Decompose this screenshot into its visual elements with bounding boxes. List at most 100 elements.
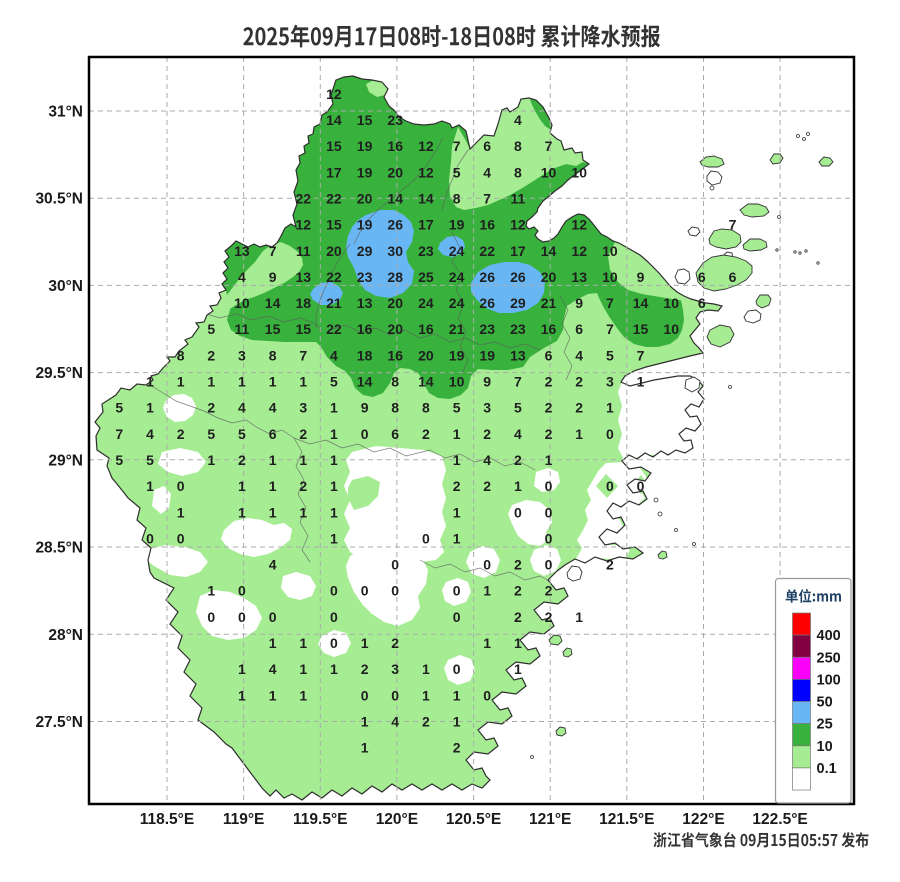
svg-text:20: 20 <box>357 191 373 207</box>
svg-text:25: 25 <box>817 717 833 733</box>
svg-text:0: 0 <box>330 609 338 625</box>
svg-text:1: 1 <box>422 687 430 703</box>
svg-text:1: 1 <box>269 504 277 520</box>
svg-text:7: 7 <box>299 347 307 363</box>
svg-text:2: 2 <box>545 400 553 416</box>
svg-text:21: 21 <box>326 295 342 311</box>
svg-text:10: 10 <box>571 164 587 180</box>
svg-text:10: 10 <box>663 321 679 337</box>
svg-text:1: 1 <box>238 687 246 703</box>
svg-text:0: 0 <box>391 687 399 703</box>
svg-text:1: 1 <box>269 687 277 703</box>
svg-text:30°N: 30°N <box>48 278 83 295</box>
svg-text:10: 10 <box>817 739 833 755</box>
svg-text:12: 12 <box>326 86 342 102</box>
svg-text:0: 0 <box>330 583 338 599</box>
svg-text:1: 1 <box>330 426 338 442</box>
svg-text:120°E: 120°E <box>376 811 418 828</box>
svg-text:20: 20 <box>387 295 403 311</box>
svg-text:6: 6 <box>391 426 399 442</box>
svg-text:2: 2 <box>514 557 522 573</box>
svg-text:15: 15 <box>326 138 342 154</box>
svg-text:14: 14 <box>357 374 373 390</box>
svg-text:19: 19 <box>449 217 465 233</box>
svg-text:1: 1 <box>330 478 338 494</box>
svg-text:0: 0 <box>422 530 430 546</box>
svg-text:3: 3 <box>238 347 246 363</box>
svg-text:9: 9 <box>483 374 491 390</box>
svg-text:6: 6 <box>698 269 706 285</box>
svg-text:4: 4 <box>238 269 246 285</box>
svg-text:400: 400 <box>817 628 841 644</box>
svg-text:16: 16 <box>387 138 403 154</box>
svg-text:7: 7 <box>606 321 614 337</box>
svg-text:1: 1 <box>361 740 369 756</box>
svg-text:0: 0 <box>146 530 154 546</box>
svg-text:14: 14 <box>265 295 281 311</box>
svg-text:29°N: 29°N <box>48 452 83 469</box>
svg-text:2: 2 <box>514 583 522 599</box>
svg-text:1: 1 <box>514 635 522 651</box>
svg-text:2: 2 <box>238 452 246 468</box>
svg-text:22: 22 <box>479 243 495 259</box>
svg-text:8: 8 <box>177 347 185 363</box>
svg-text:19: 19 <box>449 347 465 363</box>
svg-text:2: 2 <box>207 347 215 363</box>
svg-text:8: 8 <box>514 164 522 180</box>
svg-text:0: 0 <box>545 557 553 573</box>
svg-text:10: 10 <box>602 243 618 259</box>
svg-text:1: 1 <box>453 714 461 730</box>
svg-text:4: 4 <box>514 426 522 442</box>
svg-text:7: 7 <box>545 138 553 154</box>
svg-text:30: 30 <box>387 243 403 259</box>
svg-text:4: 4 <box>514 112 522 128</box>
svg-text:1: 1 <box>453 504 461 520</box>
svg-text:26: 26 <box>479 295 495 311</box>
svg-text:1: 1 <box>269 374 277 390</box>
svg-text:122.5°E: 122.5°E <box>752 811 807 828</box>
svg-text:0: 0 <box>177 478 185 494</box>
svg-text:0: 0 <box>453 583 461 599</box>
svg-text:22: 22 <box>326 321 342 337</box>
svg-text:2: 2 <box>299 478 307 494</box>
svg-text:1: 1 <box>177 374 185 390</box>
svg-text:1: 1 <box>330 530 338 546</box>
svg-text:2: 2 <box>545 426 553 442</box>
svg-text:5: 5 <box>330 374 338 390</box>
svg-text:16: 16 <box>387 347 403 363</box>
svg-text:13: 13 <box>510 347 526 363</box>
svg-text:1: 1 <box>422 661 430 677</box>
svg-text:2: 2 <box>514 609 522 625</box>
svg-text:7: 7 <box>115 426 123 442</box>
svg-text:23: 23 <box>357 269 373 285</box>
svg-text:1: 1 <box>299 687 307 703</box>
svg-text:1: 1 <box>514 478 522 494</box>
svg-text:119°E: 119°E <box>223 811 265 828</box>
svg-text:2: 2 <box>391 635 399 651</box>
svg-text:2: 2 <box>545 609 553 625</box>
svg-text:15: 15 <box>357 112 373 128</box>
svg-text:1: 1 <box>238 661 246 677</box>
svg-text:6: 6 <box>729 269 737 285</box>
svg-text:3: 3 <box>391 661 399 677</box>
svg-text:0: 0 <box>238 609 246 625</box>
svg-text:20: 20 <box>326 243 342 259</box>
svg-text:1: 1 <box>177 504 185 520</box>
svg-text:9: 9 <box>269 269 277 285</box>
svg-text:27.5°N: 27.5°N <box>35 714 83 731</box>
svg-text:2: 2 <box>514 452 522 468</box>
svg-text:4: 4 <box>238 400 246 416</box>
svg-text:17: 17 <box>326 164 342 180</box>
svg-text:2: 2 <box>483 426 491 442</box>
svg-text:13: 13 <box>234 243 250 259</box>
svg-text:19: 19 <box>357 217 373 233</box>
svg-text:1: 1 <box>514 661 522 677</box>
svg-text:12: 12 <box>571 243 587 259</box>
svg-text:10: 10 <box>234 295 250 311</box>
svg-text:121.5°E: 121.5°E <box>599 811 654 828</box>
svg-text:12: 12 <box>418 138 434 154</box>
svg-text:16: 16 <box>418 321 434 337</box>
svg-text:20: 20 <box>387 321 403 337</box>
svg-text:24: 24 <box>449 243 465 259</box>
svg-text:10: 10 <box>449 374 465 390</box>
